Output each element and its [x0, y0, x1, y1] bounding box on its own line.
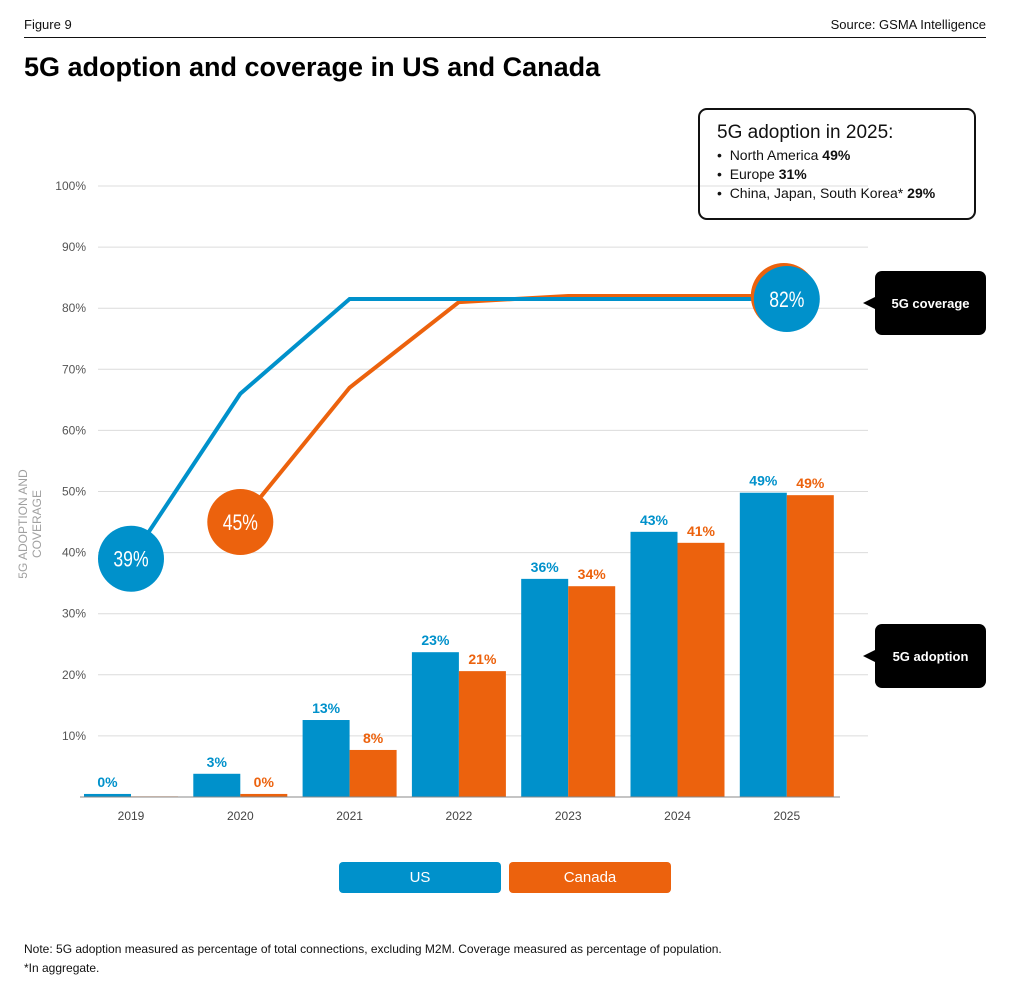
bar-us	[84, 793, 131, 797]
bar-canada	[240, 793, 288, 797]
y-tick-label: 10%	[62, 729, 86, 743]
x-tick-label: 2023	[555, 809, 582, 823]
y-tick-label: 40%	[62, 546, 86, 560]
bar-label: 36%	[531, 559, 560, 575]
figure-number: Figure 9	[24, 17, 72, 32]
bar-label: 43%	[640, 512, 669, 528]
x-tick-label: 2020	[227, 809, 254, 823]
adoption-tag: 5G adoption	[863, 624, 986, 688]
x-tick-label: 2025	[773, 809, 800, 823]
callout-item: • Europe 31%	[717, 166, 807, 182]
bar-label: 49%	[749, 473, 778, 489]
coverage-marker-us	[98, 525, 164, 592]
legend-canada: Canada	[509, 862, 671, 893]
x-tick-label: 2019	[118, 809, 145, 823]
bar-label: 34%	[578, 566, 607, 582]
x-tick-label: 2021	[336, 809, 363, 823]
bar-us	[193, 773, 241, 797]
y-tick-label: 90%	[62, 240, 86, 254]
callout-heading: 5G adoption in 2025:	[717, 122, 894, 143]
legend-us: US	[339, 862, 501, 893]
bar-label: 23%	[421, 632, 450, 648]
bar-canada	[349, 749, 397, 797]
line-canada	[238, 293, 787, 524]
bar-us	[302, 720, 350, 797]
coverage-marker-label: 39%	[113, 548, 148, 572]
line-us	[129, 297, 787, 560]
bar-canada	[458, 671, 506, 797]
coverage-marker-canada	[207, 489, 274, 556]
header-divider	[24, 37, 986, 38]
y-tick-label: 20%	[62, 668, 86, 682]
x-tick-label: 2022	[446, 809, 473, 823]
callout-item: • China, Japan, South Korea* 29%	[717, 185, 936, 201]
footnote: Note: 5G adoption measured as percentage…	[24, 940, 722, 978]
y-tick-label: 80%	[62, 301, 86, 315]
bar-label: 0%	[254, 774, 275, 790]
callout-box: 5G adoption in 2025: • North America 49%…	[698, 108, 976, 220]
coverage-marker-us	[753, 266, 820, 333]
bar-canada	[677, 542, 725, 797]
bar-us	[521, 578, 569, 797]
bar-label: 13%	[312, 700, 341, 716]
y-tick-label: 70%	[62, 362, 86, 376]
note-text: Note: 5G adoption measured as percentage…	[24, 942, 722, 956]
callout-item: • North America 49%	[717, 147, 851, 163]
y-tick-label: 50%	[62, 485, 86, 499]
bar-us	[411, 652, 459, 797]
bar-us	[630, 531, 678, 797]
bar-label: 41%	[687, 523, 716, 539]
bar-label: 49%	[796, 475, 825, 491]
note-asterisk: *In aggregate.	[24, 961, 100, 975]
bar-canada	[568, 586, 616, 797]
bar-label: 8%	[363, 730, 384, 746]
coverage-tag: 5G coverage	[863, 271, 986, 335]
bar-us	[739, 492, 787, 797]
source-note: Source: GSMA Intelligence	[830, 17, 986, 32]
coverage-marker-label: 82%	[769, 288, 804, 312]
coverage-marker-label: 45%	[223, 511, 258, 535]
y-tick-label: 100%	[55, 179, 86, 193]
bar-label: 0%	[97, 774, 118, 790]
bar-canada	[786, 495, 834, 797]
y-tick-label: 30%	[62, 607, 86, 621]
bar-label: 3%	[207, 754, 228, 770]
y-axis-label: 5G ADOPTION AND COVERAGE	[16, 469, 44, 579]
bar-label: 21%	[468, 651, 497, 667]
x-tick-label: 2024	[664, 809, 691, 823]
chart-title: 5G adoption and coverage in US and Canad…	[24, 52, 601, 82]
y-tick-label: 60%	[62, 423, 86, 437]
